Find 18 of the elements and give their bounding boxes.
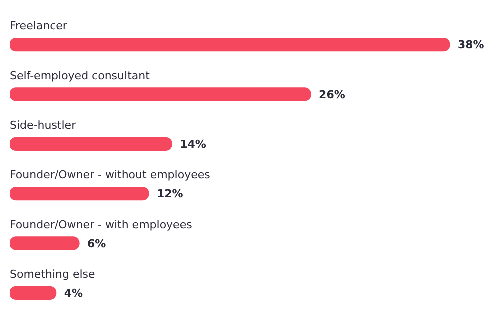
y-tick-label: Founder/Owner - without employees [10,168,211,182]
y-tick-label: Founder/Owner - with employees [10,218,193,232]
bar [10,137,172,151]
data-label: 14% [180,138,206,152]
data-label: 12% [156,188,184,201]
bar [10,88,312,102]
bar [10,187,150,201]
bar [10,286,57,300]
y-tick-label: Freelancer [10,20,68,33]
y-tick-label: Something else [10,268,96,282]
bar [10,236,80,250]
data-label: 4% [64,287,84,300]
data-label: 38% [458,38,484,52]
data-label: 26% [319,88,346,102]
y-tick-label: Side-hustler [10,119,77,132]
y-tick-label: Self-employed consultant [10,69,151,82]
bar [10,38,450,52]
data-label: 6% [87,237,106,250]
